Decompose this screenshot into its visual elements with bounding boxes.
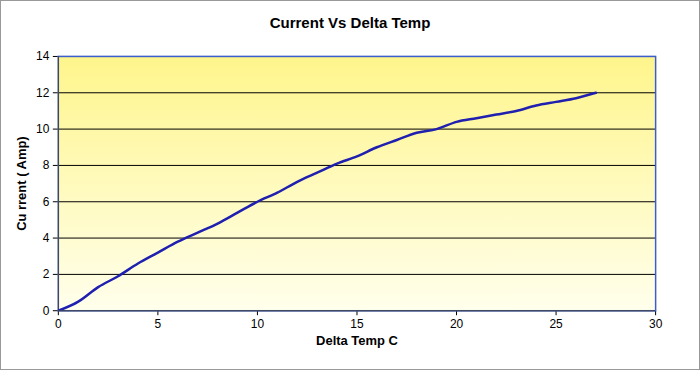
svg-text:6: 6 [43,195,50,209]
html-text:Current Vs Delta Temp: Current Vs Delta Temp [269,14,431,31]
svg-text:8: 8 [43,158,50,172]
svg-text:Delta Temp C: Delta Temp C [316,333,398,348]
svg-text:Cu rrent ( Amp): Cu rrent ( Amp) [14,136,29,231]
svg-text:25: 25 [549,317,563,331]
svg-text:20: 20 [450,317,464,331]
svg-text:0: 0 [43,304,50,318]
svg-text:12: 12 [36,86,50,100]
svg-text:10: 10 [36,122,50,136]
svg-text:30: 30 [649,317,663,331]
svg-text:5: 5 [155,317,162,331]
svg-text:2: 2 [43,267,50,281]
svg-text:4: 4 [43,231,50,245]
svg-text:0: 0 [55,317,62,331]
svg-text:14: 14 [36,49,50,63]
svg-text:10: 10 [251,317,265,331]
svg-text:15: 15 [350,317,364,331]
